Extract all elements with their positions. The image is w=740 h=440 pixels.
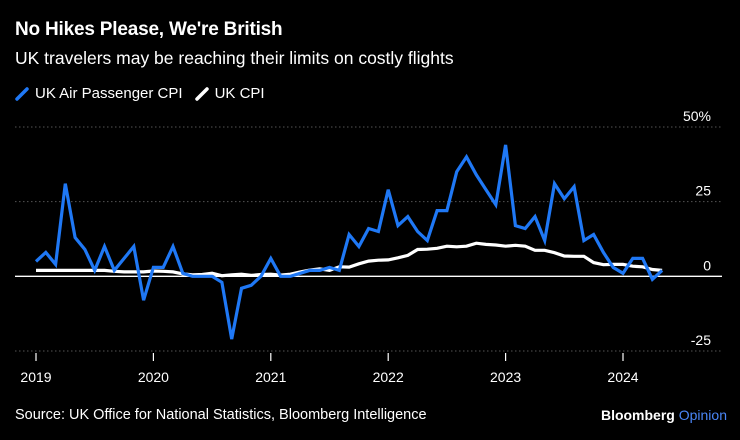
source-note: Source: UK Office for National Statistic…	[15, 407, 427, 423]
y-tick-label-0: 0	[703, 257, 711, 273]
series-lines	[34, 144, 664, 340]
y-tick-label-50: 50%	[683, 108, 711, 124]
x-tick-label-2020: 2020	[138, 369, 169, 385]
brand-suffix: Opinion	[678, 407, 727, 423]
legend-item-uk-cpi: UK CPI	[194, 85, 265, 102]
legend-item-air-passenger-cpi: UK Air Passenger CPI	[15, 85, 183, 102]
x-tick-label-2023: 2023	[490, 369, 521, 385]
gridlines: 50% 25 0 -25	[15, 108, 722, 352]
legend-swatch-air-passenger-cpi	[15, 86, 29, 101]
brand-name: Bloomberg	[600, 407, 675, 423]
legend-swatch-uk-cpi	[194, 86, 209, 101]
legend: UK Air Passenger CPI UK CPI	[15, 85, 277, 102]
series-line-uk-cpi	[36, 241, 663, 278]
brand-logo: Bloomberg Opinion	[601, 407, 727, 423]
chart-subtitle: UK travelers may be reaching their limit…	[15, 48, 454, 68]
x-axis: 2019 2020 2021 2022 2023 2024	[20, 353, 639, 385]
y-tick-label-25: 25	[695, 183, 711, 199]
legend-label-uk-cpi: UK CPI	[214, 85, 265, 102]
series-line-uk-air-passenger-cpi	[34, 144, 664, 340]
x-tick-label-2019: 2019	[20, 369, 51, 385]
legend-label-air-passenger-cpi: UK Air Passenger CPI	[35, 85, 183, 102]
x-tick-label-2022: 2022	[373, 369, 404, 385]
x-tick-label-2021: 2021	[255, 369, 286, 385]
chart-title: No Hikes Please, We're British	[15, 19, 283, 40]
x-tick-label-2024: 2024	[607, 369, 638, 385]
y-tick-label-25: -25	[691, 332, 711, 348]
